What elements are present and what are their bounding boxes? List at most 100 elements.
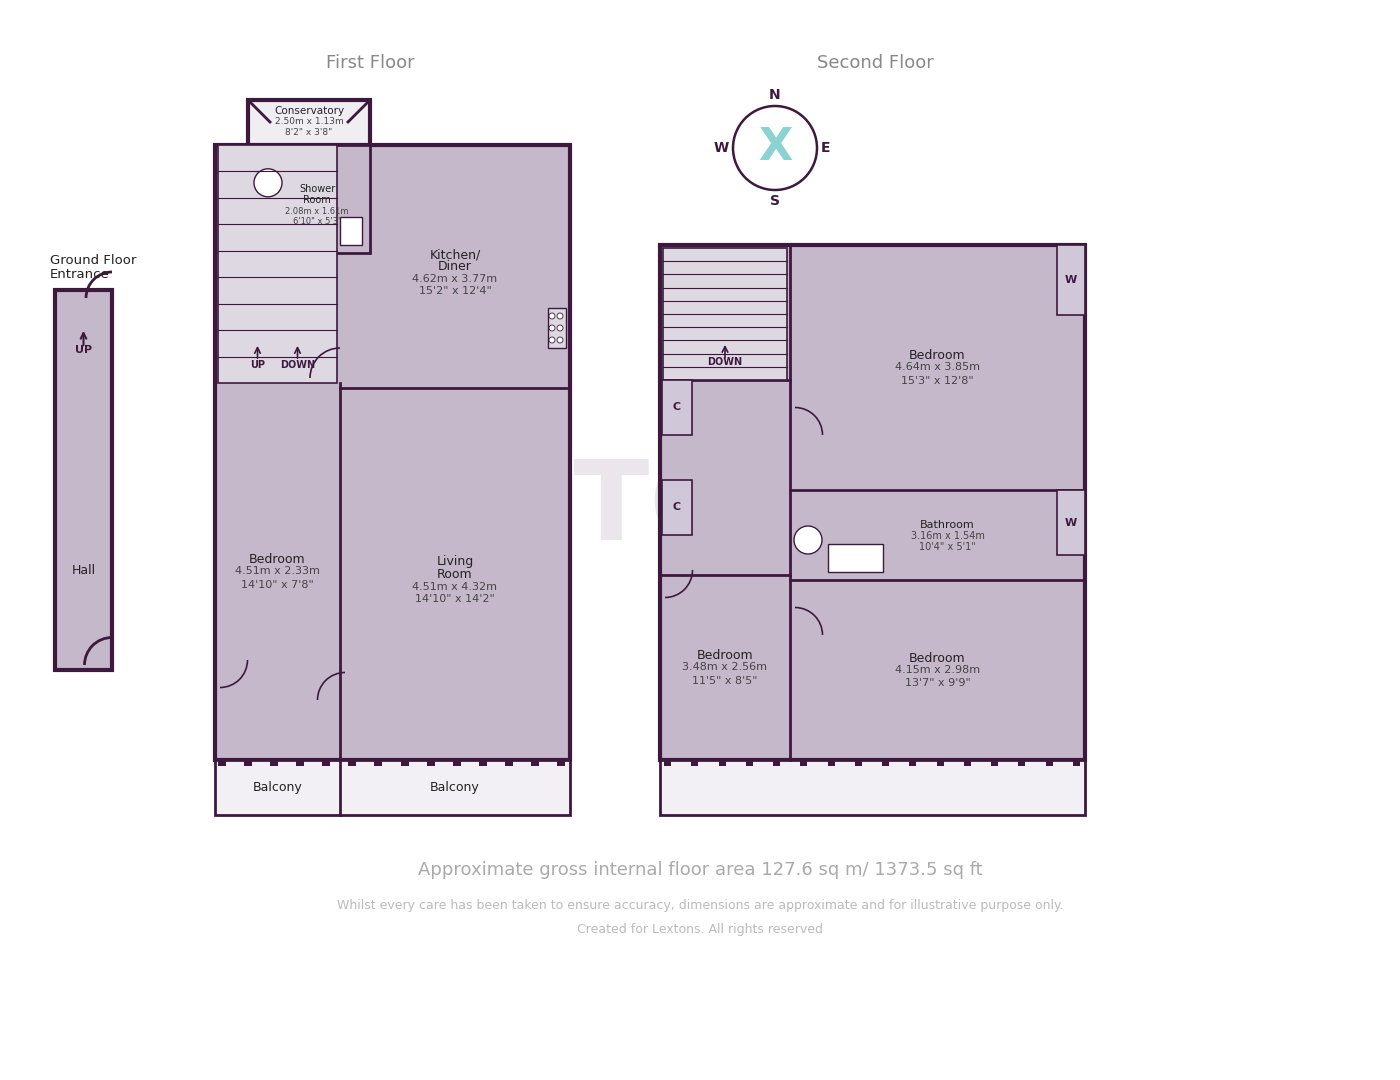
- Circle shape: [549, 313, 554, 319]
- Text: First Floor: First Floor: [326, 54, 414, 72]
- Bar: [965, 760, 972, 766]
- Text: 10'4" x 5'1": 10'4" x 5'1": [920, 542, 976, 552]
- Circle shape: [794, 526, 822, 554]
- Text: Conservatory: Conservatory: [274, 106, 344, 116]
- Bar: [349, 760, 357, 766]
- Bar: [746, 760, 753, 766]
- Bar: [55, 291, 112, 670]
- Bar: [659, 760, 1085, 815]
- Text: 4.51m x 4.32m: 4.51m x 4.32m: [413, 582, 497, 592]
- Bar: [659, 245, 1085, 760]
- Text: Room: Room: [304, 195, 330, 205]
- Bar: [340, 217, 363, 245]
- Bar: [244, 760, 252, 766]
- Bar: [1072, 760, 1079, 766]
- Text: 2.08m x 1.61m: 2.08m x 1.61m: [286, 206, 349, 216]
- Bar: [910, 760, 917, 766]
- Text: C: C: [673, 502, 680, 513]
- Text: Room: Room: [437, 567, 473, 581]
- Circle shape: [549, 325, 554, 330]
- Text: S: S: [770, 194, 780, 208]
- Text: UP: UP: [76, 345, 92, 355]
- Bar: [1057, 490, 1085, 555]
- Text: W: W: [1065, 517, 1077, 527]
- Bar: [479, 760, 487, 766]
- Bar: [218, 760, 225, 766]
- Text: E: E: [820, 141, 830, 156]
- Text: 14'10" x 7'8": 14'10" x 7'8": [241, 580, 314, 590]
- Text: Approximate gross internal floor area 127.6 sq m/ 1373.5 sq ft: Approximate gross internal floor area 12…: [417, 861, 983, 879]
- Bar: [452, 760, 461, 766]
- Text: Created for Lextons. All rights reserved: Created for Lextons. All rights reserved: [577, 923, 823, 936]
- Bar: [801, 760, 808, 766]
- Bar: [216, 145, 570, 760]
- Bar: [248, 100, 370, 145]
- Bar: [718, 760, 725, 766]
- Text: 2.50m x 1.13m: 2.50m x 1.13m: [274, 117, 343, 126]
- Bar: [664, 760, 671, 766]
- Text: 6'10" x 5'3": 6'10" x 5'3": [293, 216, 342, 226]
- Bar: [664, 248, 787, 380]
- Text: Living: Living: [437, 555, 473, 568]
- Bar: [427, 760, 434, 766]
- Bar: [692, 760, 699, 766]
- Text: 4.64m x 3.85m: 4.64m x 3.85m: [895, 363, 980, 373]
- Bar: [1046, 760, 1053, 766]
- Text: UP: UP: [251, 360, 265, 370]
- Text: 11'5" x 8'5": 11'5" x 8'5": [692, 675, 757, 686]
- Text: W: W: [1065, 275, 1077, 285]
- Text: 4.15m x 2.98m: 4.15m x 2.98m: [895, 665, 980, 675]
- Text: Bedroom: Bedroom: [909, 651, 966, 664]
- Circle shape: [549, 337, 554, 343]
- Text: 15'2" x 12'4": 15'2" x 12'4": [419, 286, 491, 297]
- Text: 8'2" x 3'8": 8'2" x 3'8": [286, 129, 333, 137]
- Circle shape: [734, 106, 818, 190]
- Bar: [248, 145, 370, 253]
- Text: 4.51m x 2.33m: 4.51m x 2.33m: [235, 567, 321, 577]
- Bar: [400, 760, 409, 766]
- Bar: [827, 544, 883, 572]
- Circle shape: [557, 337, 563, 343]
- Bar: [773, 760, 780, 766]
- Text: C: C: [673, 403, 680, 413]
- Text: X: X: [757, 126, 792, 170]
- Bar: [937, 760, 944, 766]
- Text: Balcony: Balcony: [252, 781, 302, 794]
- Bar: [827, 760, 834, 766]
- Bar: [1018, 760, 1025, 766]
- Text: 3.48m x 2.56m: 3.48m x 2.56m: [683, 662, 767, 673]
- Text: Second Floor: Second Floor: [816, 54, 934, 72]
- Bar: [662, 380, 692, 435]
- Text: DOWN: DOWN: [707, 357, 742, 367]
- Text: Diner: Diner: [438, 260, 472, 273]
- Bar: [531, 760, 539, 766]
- Circle shape: [253, 168, 281, 197]
- Text: W: W: [714, 141, 729, 156]
- Bar: [218, 145, 337, 383]
- Text: Entrance: Entrance: [50, 269, 109, 282]
- Text: DOWN: DOWN: [280, 360, 315, 370]
- Bar: [1057, 245, 1085, 315]
- Text: 14'10" x 14'2": 14'10" x 14'2": [416, 594, 494, 604]
- Bar: [662, 480, 692, 535]
- Text: Bathroom: Bathroom: [920, 519, 974, 530]
- Text: Bedroom: Bedroom: [909, 349, 966, 362]
- Bar: [374, 760, 382, 766]
- Text: Shower: Shower: [298, 184, 335, 194]
- Circle shape: [557, 325, 563, 330]
- Bar: [322, 760, 330, 766]
- Text: Balcony: Balcony: [430, 781, 480, 794]
- Bar: [270, 760, 279, 766]
- Text: Kitchen/: Kitchen/: [430, 248, 480, 261]
- Bar: [547, 308, 566, 348]
- Bar: [297, 760, 304, 766]
- Text: Bedroom: Bedroom: [249, 553, 305, 566]
- Text: 3.16m x 1.54m: 3.16m x 1.54m: [910, 531, 984, 541]
- Text: 15'3" x 12'8": 15'3" x 12'8": [902, 376, 974, 386]
- Text: Whilst every care has been taken to ensure accuracy, dimensions are approximate : Whilst every care has been taken to ensu…: [336, 899, 1064, 912]
- Text: Ground Floor: Ground Floor: [50, 254, 136, 267]
- Text: Bedroom: Bedroom: [697, 649, 753, 662]
- Bar: [557, 760, 566, 766]
- Circle shape: [557, 313, 563, 319]
- Bar: [882, 760, 889, 766]
